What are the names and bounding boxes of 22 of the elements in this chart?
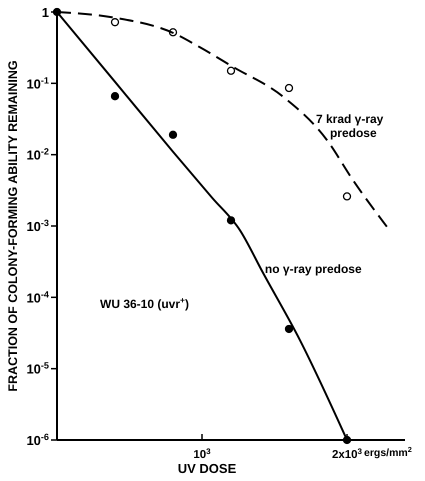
y-tick-label: 10$^{-5}$ bbox=[26, 360, 49, 377]
annotation: no γ-ray predose bbox=[264, 262, 362, 276]
annotation: WU 36-10 (uvr$^{+}$) bbox=[100, 295, 189, 311]
point bbox=[284, 324, 294, 334]
point bbox=[168, 130, 178, 139]
y-tick-label: 1 bbox=[42, 5, 49, 20]
point bbox=[284, 84, 294, 92]
y-tick-label: 10$^{-3}$ bbox=[26, 218, 49, 234]
text: ergs/mm$^{2}$ bbox=[364, 444, 412, 459]
x-axis-title: UV DOSE bbox=[178, 461, 237, 476]
annotation: 7 krad γ-ray predose bbox=[316, 112, 384, 140]
y-tick-label: 10$^{-2}$ bbox=[26, 146, 49, 163]
y-tick-label: 10$^{-6}$ bbox=[26, 432, 49, 448]
y-tick-label: 10$^{-1}$ bbox=[26, 75, 49, 92]
x-tick-label: 10$^{3}$ bbox=[193, 446, 212, 461]
point bbox=[110, 92, 120, 100]
y-tick-label: 10$^{-4}$ bbox=[26, 289, 50, 306]
y-axis-title: FRACTION OF COLONY-FORMING ABILITY REMAINING bbox=[6, 60, 20, 392]
point bbox=[226, 66, 236, 75]
point bbox=[110, 18, 120, 26]
point bbox=[342, 192, 352, 201]
x-tick-label: 2x10$^{3}$ bbox=[332, 446, 363, 461]
